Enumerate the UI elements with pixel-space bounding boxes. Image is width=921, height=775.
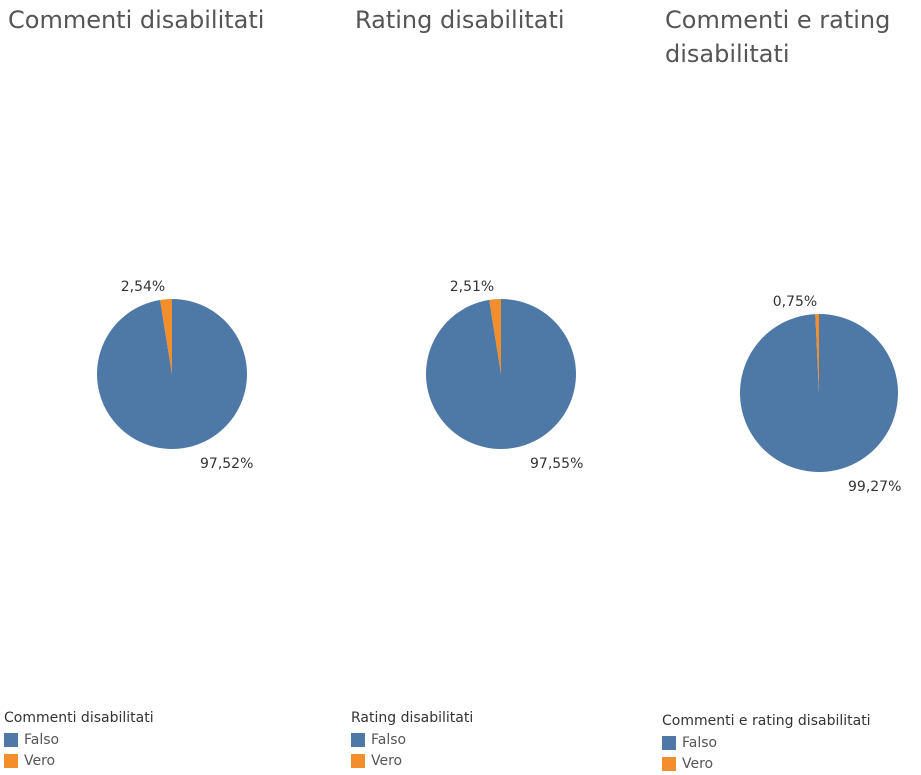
- pie-2: 99,27% 0,75%: [739, 294, 901, 495]
- legend-item-falso[interactable]: Falso: [662, 732, 871, 753]
- legend-label: Falso: [24, 731, 60, 748]
- pie-0: 97,52% 2,54%: [97, 279, 253, 472]
- data-label-falso: 97,52%: [200, 456, 253, 472]
- pie-slice-vero[interactable]: [815, 314, 819, 393]
- chart-title-rating: Rating disabilitati: [355, 6, 565, 34]
- legend-title: Commenti disabilitati: [4, 710, 154, 726]
- legend-title: Rating disabilitati: [351, 710, 474, 726]
- legend-label: Vero: [682, 755, 714, 772]
- swatch-falso: [351, 732, 365, 747]
- legend-commenti-rating: Commenti e rating disabilitati Falso Ver…: [662, 713, 871, 774]
- pie-1: 97,55% 2,51%: [426, 279, 583, 472]
- data-label-falso: 97,55%: [530, 456, 583, 472]
- swatch-vero: [351, 753, 365, 768]
- legend-commenti: Commenti disabilitati Falso Vero: [4, 710, 154, 771]
- pie-slice-falso[interactable]: [97, 299, 248, 449]
- pie-slice-vero[interactable]: [160, 299, 172, 374]
- data-label-falso: 99,27%: [848, 479, 901, 495]
- swatch-falso: [4, 732, 18, 747]
- chart-title-commenti-rating: Commenti e rating disabilitati: [665, 6, 891, 68]
- legend-title: Commenti e rating disabilitati: [662, 713, 871, 729]
- legend-label: Vero: [24, 752, 56, 769]
- swatch-vero: [662, 756, 676, 771]
- data-label-vero: 0,75%: [773, 294, 817, 310]
- swatch-falso: [662, 735, 676, 750]
- legend-item-vero[interactable]: Vero: [4, 750, 154, 771]
- chart-title-commenti: Commenti disabilitati: [8, 6, 265, 34]
- data-label-vero: 2,54%: [121, 279, 165, 295]
- legend-item-falso[interactable]: Falso: [351, 729, 473, 750]
- pie-slice-falso[interactable]: [426, 298, 577, 449]
- legend-rating: Rating disabilitati Falso Vero: [351, 710, 473, 771]
- legend-item-vero[interactable]: Vero: [351, 750, 473, 771]
- pie-slice-vero[interactable]: [489, 299, 501, 374]
- legend-label: Falso: [371, 731, 407, 748]
- legend-item-vero[interactable]: Vero: [662, 753, 871, 774]
- legend-label: Falso: [682, 734, 718, 751]
- legend-label: Vero: [371, 752, 403, 769]
- data-label-vero: 2,51%: [450, 279, 494, 295]
- legend-item-falso[interactable]: Falso: [4, 729, 154, 750]
- swatch-vero: [4, 753, 18, 768]
